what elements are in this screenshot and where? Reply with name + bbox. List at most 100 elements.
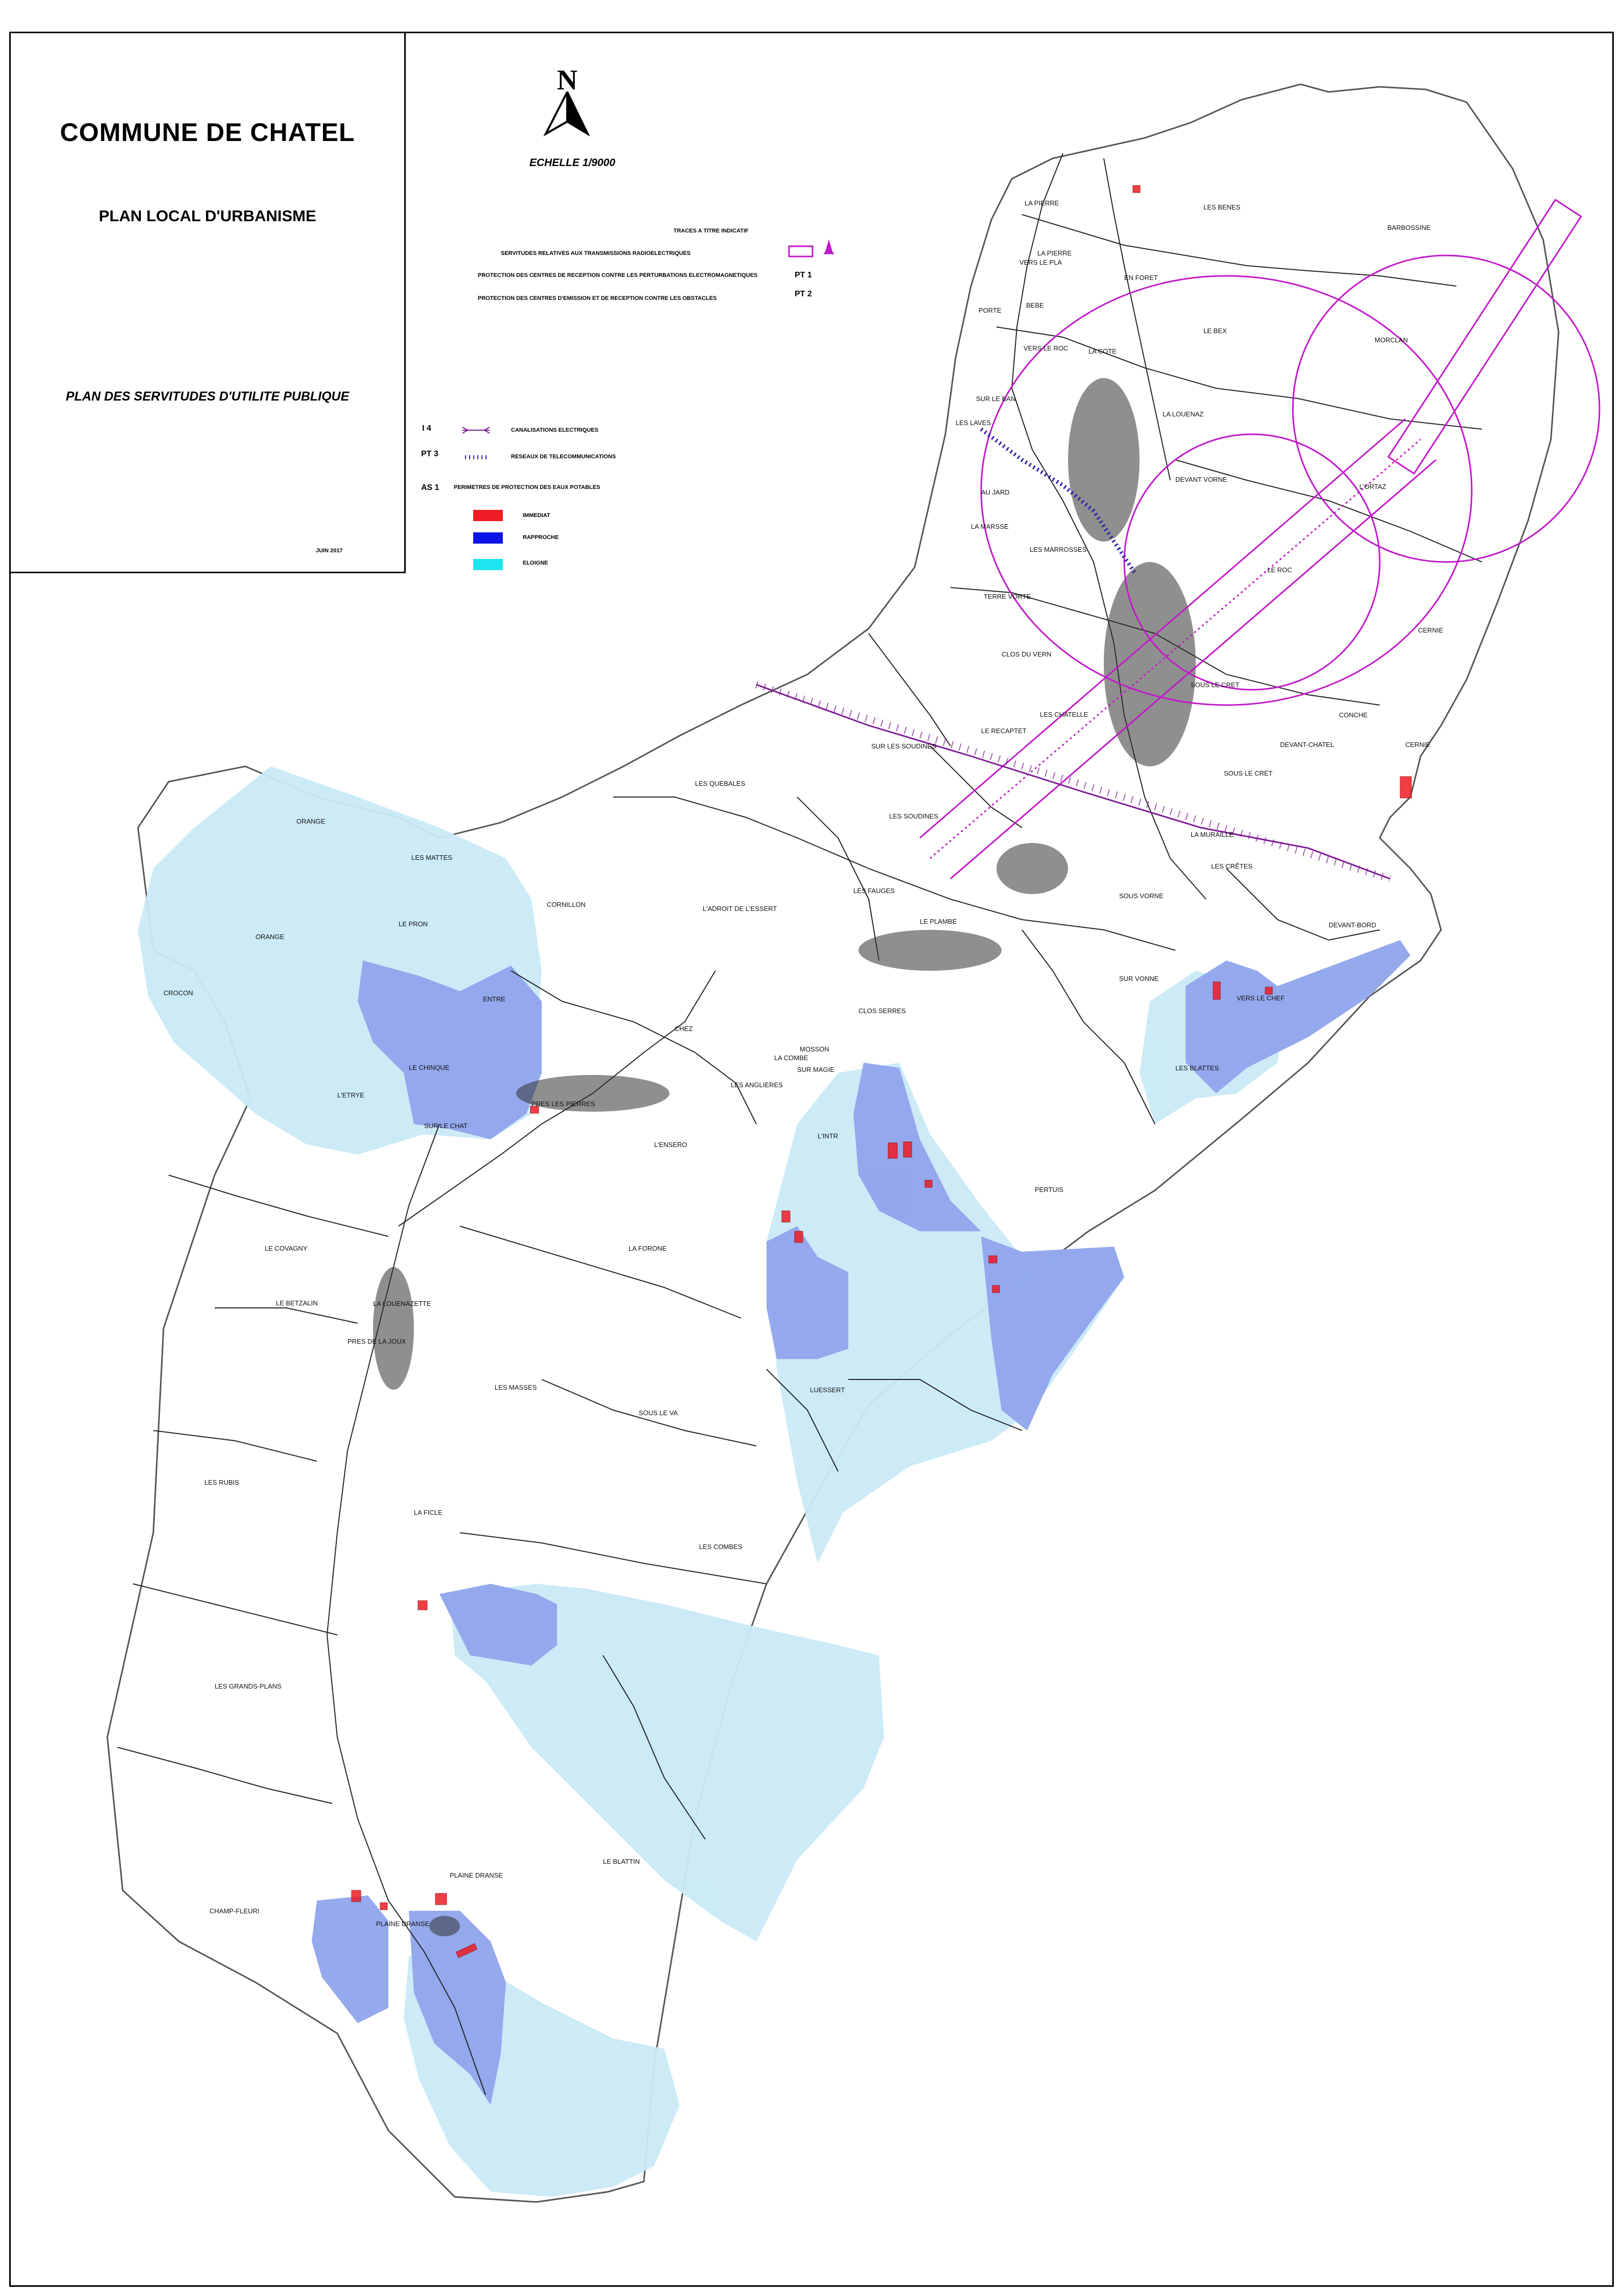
place-label: LE BEX bbox=[1203, 327, 1227, 335]
place-label: LES MATTES bbox=[411, 854, 452, 861]
legend-i4-code: I 4 bbox=[422, 424, 431, 433]
electric-lines bbox=[755, 681, 1391, 882]
legend-immediat: IMMEDIAT bbox=[523, 512, 550, 519]
legend-pt2-text: PROTECTION DES CENTRES D'EMISSION ET DE … bbox=[478, 295, 717, 301]
place-label: LES MARROSSES bbox=[1030, 546, 1087, 553]
place-label: PRES DE LA JOUX bbox=[347, 1338, 406, 1345]
place-label: CERNIE bbox=[1405, 741, 1430, 748]
place-label: LES SOUDINES bbox=[889, 812, 938, 820]
place-label: LA LOUENAZETTE bbox=[373, 1300, 431, 1307]
place-label: LA LOUENAZ bbox=[1163, 410, 1203, 418]
place-label: PERTUIS bbox=[1035, 1186, 1063, 1193]
place-label: LES COMBES bbox=[699, 1543, 743, 1551]
place-label: LES QUEBALES bbox=[695, 780, 746, 787]
place-label: L'ETRYE bbox=[337, 1091, 364, 1099]
place-label: LA COTE bbox=[1088, 347, 1117, 355]
place-label: LE PRON bbox=[399, 920, 428, 928]
place-label: TERRE VORTE bbox=[984, 593, 1031, 600]
place-label: EN FORET bbox=[1124, 274, 1158, 282]
place-label: LES GRANDS-PLANS bbox=[215, 1682, 282, 1690]
place-label: CONCHE bbox=[1339, 711, 1368, 719]
place-label: LE BLATTIN bbox=[603, 1858, 640, 1865]
place-label: VERS LE CHEF bbox=[1237, 994, 1285, 1002]
radio-servitude-swatch bbox=[788, 245, 814, 257]
legend-graphics bbox=[462, 239, 834, 459]
place-label: SUR MAGIE bbox=[797, 1066, 834, 1073]
place-label: CLOS SERRES bbox=[859, 1007, 906, 1015]
legend-pt3-text: RESEAUX DE TELECOMMUNICATIONS bbox=[511, 454, 616, 460]
place-label: LE COVAGNY bbox=[265, 1245, 308, 1252]
rapproche-swatch bbox=[473, 532, 503, 544]
north-arrow-icon: N bbox=[543, 64, 590, 137]
commune-title: COMMUNE DE CHATEL bbox=[60, 118, 355, 147]
place-label: LE CHINQUE bbox=[409, 1064, 450, 1071]
place-label: PLAINE DRANSE bbox=[376, 1920, 429, 1928]
place-label: LA COMBE bbox=[774, 1054, 808, 1062]
place-label: LES MASSES bbox=[495, 1384, 537, 1391]
place-label: DEVANT-CHATEL bbox=[1280, 741, 1334, 748]
place-label: PRES LES PIERRES bbox=[531, 1100, 595, 1108]
place-label: CHAMP-FLEURI bbox=[210, 1907, 260, 1915]
legend-pt3-code: PT 3 bbox=[421, 450, 438, 458]
place-label: L'INTR bbox=[818, 1132, 838, 1140]
place-label: LA FORONE bbox=[629, 1245, 667, 1252]
legend-i4-text: CANALISATIONS ELECTRIQUES bbox=[511, 427, 598, 433]
legend-traces: TRACES A TITRE INDICATIF bbox=[674, 228, 749, 234]
place-label: MOSSON bbox=[800, 1045, 829, 1053]
place-label: SUR VONNE bbox=[1119, 975, 1159, 982]
place-label: LES FAUGES bbox=[853, 887, 895, 895]
north-letter: N bbox=[557, 64, 577, 96]
place-label: LES BLATTES bbox=[1175, 1064, 1219, 1072]
immediat-swatch bbox=[473, 510, 503, 521]
eloigne-swatch bbox=[473, 559, 503, 570]
place-label: VERS LE PLA bbox=[1019, 259, 1062, 266]
antenna-icon bbox=[824, 239, 834, 254]
place-label: LA FICLE bbox=[414, 1509, 443, 1516]
place-label: CHEZ bbox=[675, 1025, 692, 1033]
date-label: JUIN 2017 bbox=[316, 548, 343, 554]
place-label: LA PIERRE bbox=[1025, 199, 1059, 207]
place-names: LA PIERRE LES BENES BARBOSSINE VERS LE PLA L… bbox=[164, 199, 1443, 1928]
title-block: COMMUNE DE CHATEL PLAN LOCAL D'URBANISME… bbox=[9, 32, 406, 573]
place-label: CERNIE bbox=[1418, 626, 1443, 634]
telecom-network bbox=[980, 427, 1136, 574]
legend-pt1-code: PT 1 bbox=[795, 271, 812, 279]
place-label: ORANGE bbox=[296, 817, 326, 825]
place-label: SOUS LE CRET bbox=[1191, 681, 1239, 689]
place-label: SUR LE BAN bbox=[976, 395, 1015, 403]
place-label: SOUS LE VA bbox=[639, 1409, 678, 1417]
place-label: LES LAVES bbox=[956, 419, 991, 427]
radio-servitudes bbox=[919, 198, 1600, 880]
place-label: LE PLAMBE bbox=[920, 918, 957, 925]
place-label: LES CHATELLE bbox=[1040, 711, 1088, 718]
place-label: CROCON bbox=[164, 989, 193, 997]
place-label: LE ROC bbox=[1267, 566, 1292, 574]
place-label: LES RUBIS bbox=[204, 1479, 239, 1486]
place-label: PLAINE DRANSE bbox=[450, 1871, 503, 1879]
protection-zones-rapproche bbox=[312, 940, 1410, 2105]
legend-eloigne: ELOIGNE bbox=[523, 560, 548, 566]
place-label: BARBOSSINE bbox=[1387, 224, 1431, 231]
place-label: CLOS DU VERN bbox=[1002, 650, 1052, 658]
place-label: L'ENSERO bbox=[654, 1141, 687, 1149]
place-label: LE BETZALIN bbox=[276, 1299, 318, 1307]
place-label: SOUS LE CRET bbox=[1224, 769, 1272, 777]
place-label: LA MARSSE bbox=[971, 523, 1009, 530]
place-label: LES ANGLIERES bbox=[731, 1081, 783, 1089]
map-sheet-frame bbox=[9, 32, 1614, 2287]
place-label: SUR LE CHAT bbox=[424, 1122, 468, 1130]
place-label: MORCLAN bbox=[1375, 336, 1408, 344]
place-label: PORTE bbox=[979, 307, 1002, 314]
place-label: L'ADROIT DE L'ESSERT bbox=[703, 905, 777, 912]
document-title: PLAN LOCAL D'URBANISME bbox=[99, 207, 316, 225]
place-label: LES CRÊTES bbox=[1211, 862, 1252, 870]
place-label: DEVANT VORNE bbox=[1175, 476, 1227, 483]
place-label: L'ORTAZ bbox=[1359, 483, 1386, 490]
legend-radio: SERVITUDES RELATIVES AUX TRANSMISSIONS R… bbox=[501, 250, 691, 256]
built-up-areas bbox=[373, 378, 1196, 1936]
place-label: ENTRE bbox=[483, 995, 505, 1003]
legend-pt1-text: PROTECTION DES CENTRES DE RECEPTION CONT… bbox=[478, 272, 758, 278]
place-label: LA MURAILLE bbox=[1191, 831, 1234, 838]
legend-as1-code: AS 1 bbox=[421, 483, 439, 492]
